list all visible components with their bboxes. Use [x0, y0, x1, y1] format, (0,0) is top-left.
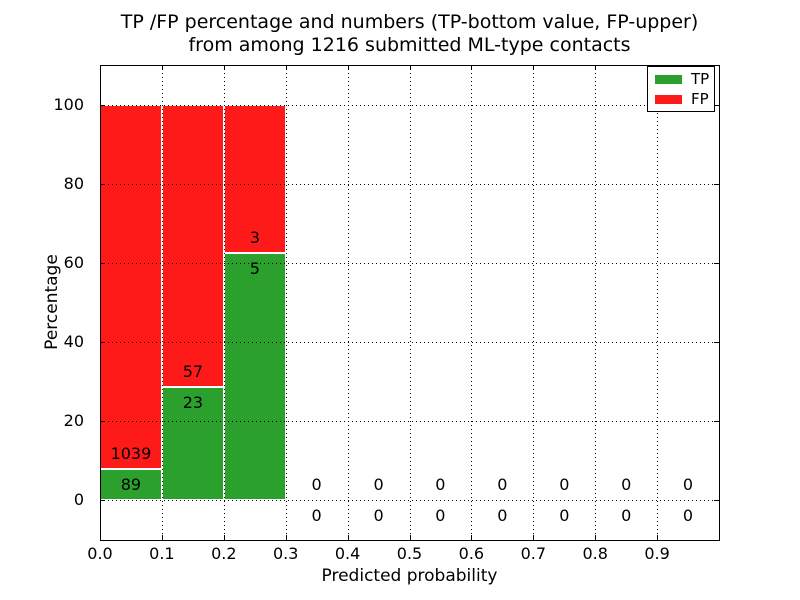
tick-mark [409, 65, 411, 70]
fp-count-label: 57 [182, 361, 204, 381]
legend-label: FP [691, 89, 709, 108]
x-axis-label: Predicted probability [321, 566, 498, 586]
tick-mark [100, 65, 101, 70]
tick-mark [595, 535, 597, 540]
tick-mark [657, 535, 659, 540]
x-tick-label: 0.0 [87, 544, 113, 563]
x-tick-label: 0.8 [582, 544, 608, 563]
legend-swatch-fp [655, 94, 682, 104]
tick-mark [714, 500, 719, 502]
tick-mark [471, 65, 473, 70]
y-tick-label: 0 [73, 490, 84, 510]
legend-swatch-tp [655, 74, 682, 84]
tick-mark [100, 104, 105, 106]
x-tick-label: 0.4 [334, 544, 361, 563]
gridline-x [533, 65, 535, 540]
gridline-x [285, 65, 287, 540]
tick-mark [714, 104, 719, 106]
fp-count-label: 0 [497, 475, 508, 495]
tp-count-label: 0 [435, 506, 446, 526]
fp-count-label: 0 [311, 475, 322, 495]
tp-count-label: 0 [559, 506, 570, 526]
y-axis-label: Percentage [42, 254, 62, 350]
tp-count-label: 0 [311, 506, 322, 526]
x-tick-label: 0.1 [149, 544, 175, 563]
tick-mark [533, 535, 535, 540]
legend-entry-tp: TP [655, 69, 710, 88]
tick-mark [714, 183, 719, 185]
gridline-x [223, 65, 225, 540]
x-tick-label: 0.9 [644, 544, 670, 563]
fp-count-label: 0 [373, 475, 384, 495]
tick-mark [285, 535, 287, 540]
chart-title-line-1: TP /FP percentage and numbers (TP-bottom… [120, 11, 699, 33]
tp-count-label: 0 [497, 506, 508, 526]
tick-mark [714, 342, 719, 344]
bar-segment-tp [161, 386, 224, 501]
tick-mark [285, 65, 287, 70]
fp-count-label: 0 [559, 475, 570, 495]
gridline-x [347, 65, 349, 540]
tp-count-label: 0 [373, 506, 384, 526]
tick-mark [347, 65, 349, 70]
tick-mark [533, 65, 535, 70]
tp-count-label: 0 [682, 506, 694, 526]
tp-count-label: 0 [621, 506, 632, 526]
x-tick-label: 0.5 [396, 544, 423, 563]
fp-count-label: 0 [435, 475, 446, 495]
y-tick-label: 100 [53, 94, 84, 114]
tick-mark [161, 535, 163, 540]
legend: TP FP [647, 66, 715, 112]
x-tick-label: 0.2 [211, 544, 237, 563]
y-tick-label: 80 [63, 173, 84, 193]
tick-mark [100, 500, 105, 502]
tick-mark [347, 535, 349, 540]
tp-count-label: 89 [120, 475, 142, 495]
tick-mark [100, 421, 105, 423]
bar-segment-fp [100, 104, 162, 470]
gridline-x [471, 65, 473, 540]
tick-mark [714, 262, 719, 264]
gridline-x [161, 65, 163, 540]
legend-label: TP [691, 69, 710, 88]
tick-mark [100, 262, 105, 264]
tick-mark [223, 65, 225, 70]
fp-count-label: 0 [621, 475, 632, 495]
tp-count-label: 23 [182, 392, 204, 412]
fp-count-label: 1039 [110, 444, 152, 464]
gridline-x [409, 65, 411, 540]
fp-count-label: 3 [249, 228, 260, 247]
y-tick-label: 60 [63, 252, 84, 272]
tick-mark [409, 535, 411, 540]
tick-mark [714, 421, 719, 423]
tick-mark [595, 65, 597, 70]
tick-mark [100, 342, 105, 344]
tick-mark [100, 183, 105, 185]
tick-mark [161, 65, 163, 70]
fp-count-label: 0 [682, 475, 694, 495]
gridline-x [595, 65, 597, 540]
y-tick-label: 40 [63, 332, 84, 352]
chart-title-line-2: from among 1216 submitted ML-type contac… [188, 34, 631, 56]
tick-mark [223, 535, 225, 540]
tick-mark [100, 535, 101, 540]
legend-entry-fp: FP [655, 89, 709, 108]
x-tick-label: 0.7 [520, 544, 547, 563]
y-tick-label: 20 [63, 411, 84, 431]
x-tick-label: 0.3 [272, 544, 299, 563]
x-tick-label: 0.6 [458, 544, 485, 563]
bar-segment-tp [223, 253, 286, 501]
tp-count-label: 5 [249, 259, 260, 278]
tick-mark [471, 535, 473, 540]
gridline-x [657, 65, 659, 540]
